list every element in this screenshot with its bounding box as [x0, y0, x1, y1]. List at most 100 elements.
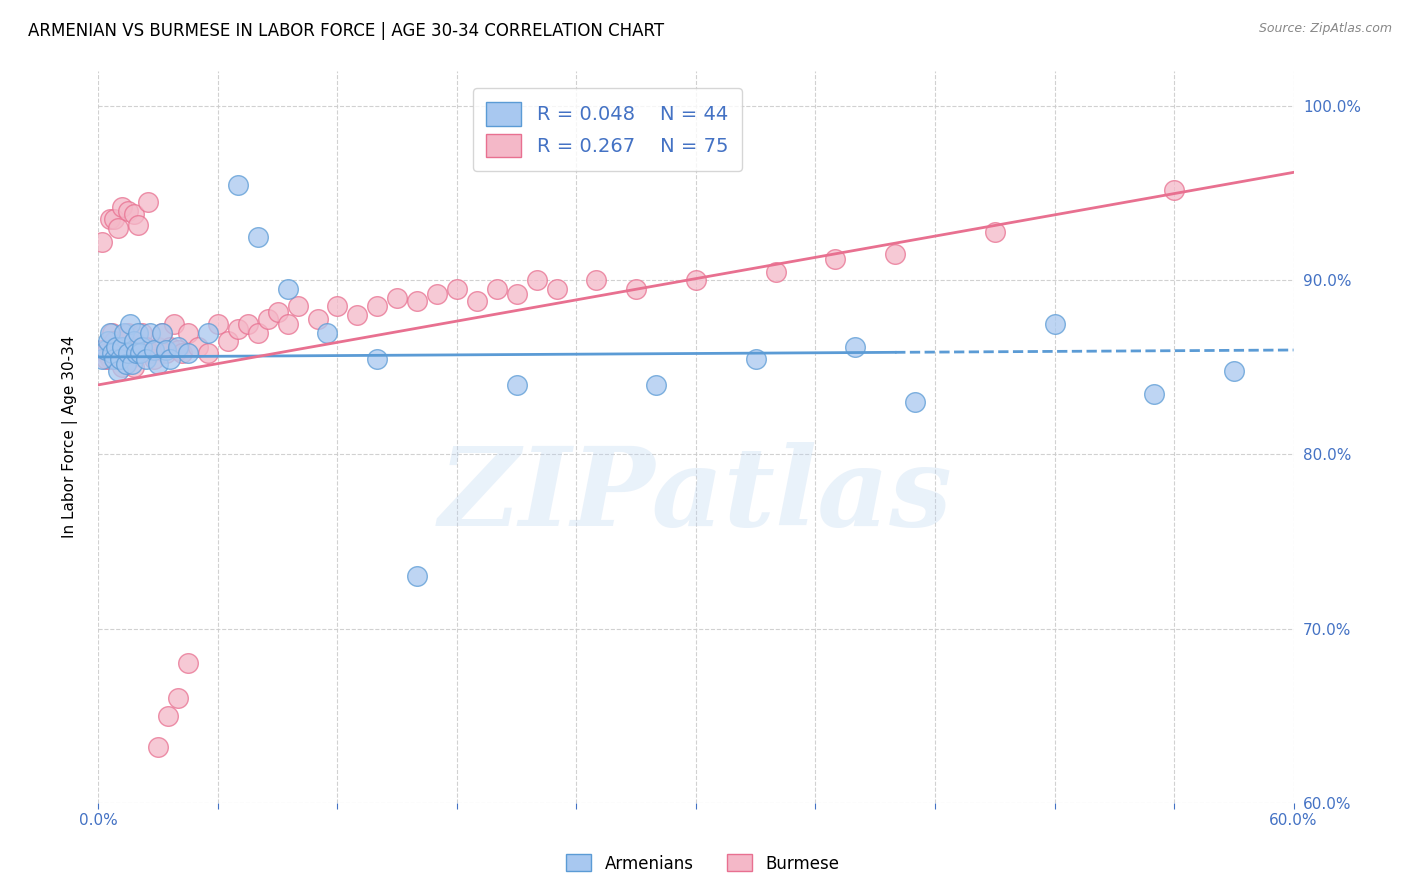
Point — [150, 326, 173, 340]
Point — [326, 300, 349, 314]
Point — [163, 317, 186, 331]
Point — [101, 326, 124, 340]
Point — [904, 395, 927, 409]
Point — [143, 351, 166, 366]
Point — [135, 351, 157, 366]
Point — [385, 291, 409, 305]
Point — [346, 308, 368, 322]
Point — [143, 343, 166, 357]
Point — [159, 351, 181, 366]
Point — [124, 360, 146, 375]
Text: ZIPatlas: ZIPatlas — [439, 442, 953, 549]
Point — [256, 311, 278, 326]
Text: ARMENIAN VS BURMESE IN LABOR FORCE | AGE 30-34 CORRELATION CHART: ARMENIAN VS BURMESE IN LABOR FORCE | AGE… — [28, 22, 664, 40]
Point — [107, 339, 129, 353]
Point — [277, 317, 299, 331]
Point — [117, 346, 139, 360]
Point — [120, 351, 142, 366]
Point — [236, 317, 259, 331]
Point — [844, 339, 866, 353]
Point — [131, 339, 153, 353]
Point — [287, 300, 309, 314]
Point — [246, 326, 269, 340]
Point — [465, 294, 488, 309]
Point — [125, 346, 148, 360]
Point — [1163, 183, 1185, 197]
Point — [117, 326, 139, 340]
Point — [585, 273, 607, 287]
Point — [277, 282, 299, 296]
Point — [148, 740, 170, 755]
Point — [316, 326, 339, 340]
Point — [96, 343, 118, 357]
Point — [135, 339, 157, 353]
Point — [127, 346, 149, 360]
Point — [129, 346, 152, 360]
Point — [1143, 386, 1166, 401]
Point — [426, 287, 449, 301]
Point — [111, 200, 134, 214]
Point — [366, 300, 388, 314]
Point — [167, 343, 190, 357]
Point — [107, 221, 129, 235]
Point — [984, 225, 1007, 239]
Point — [217, 334, 239, 349]
Point — [155, 346, 177, 360]
Point — [127, 326, 149, 340]
Point — [645, 377, 668, 392]
Point — [111, 339, 134, 353]
Point — [103, 351, 125, 366]
Point — [1043, 317, 1066, 331]
Point — [177, 346, 200, 360]
Point — [100, 212, 122, 227]
Point — [96, 351, 118, 366]
Point — [124, 207, 146, 221]
Point — [207, 317, 229, 331]
Point — [139, 346, 162, 360]
Legend: R = 0.048    N = 44, R = 0.267    N = 75: R = 0.048 N = 44, R = 0.267 N = 75 — [472, 88, 742, 171]
Point — [127, 218, 149, 232]
Point — [226, 178, 249, 192]
Point — [197, 326, 219, 340]
Point — [159, 339, 181, 353]
Point — [131, 326, 153, 340]
Point — [765, 265, 787, 279]
Point — [115, 357, 138, 371]
Point — [148, 357, 170, 371]
Point — [884, 247, 907, 261]
Point — [91, 235, 114, 249]
Text: Source: ZipAtlas.com: Source: ZipAtlas.com — [1258, 22, 1392, 36]
Point — [406, 569, 429, 583]
Point — [125, 339, 148, 353]
Point — [121, 346, 143, 360]
Legend: Armenians, Burmese: Armenians, Burmese — [560, 847, 846, 880]
Point — [167, 339, 190, 353]
Point — [103, 212, 125, 227]
Point — [97, 334, 120, 349]
Point — [150, 326, 173, 340]
Point — [197, 346, 219, 360]
Point — [103, 334, 125, 349]
Point — [226, 322, 249, 336]
Point — [107, 364, 129, 378]
Point — [167, 691, 190, 706]
Point — [172, 346, 194, 360]
Point — [115, 339, 138, 353]
Point — [148, 339, 170, 353]
Point — [267, 304, 290, 318]
Point — [136, 194, 159, 209]
Point — [177, 657, 200, 671]
Point — [117, 203, 139, 218]
Point — [91, 343, 114, 357]
Point — [177, 326, 200, 340]
Point — [366, 351, 388, 366]
Point — [685, 273, 707, 287]
Point — [110, 346, 132, 360]
Point — [485, 282, 508, 296]
Point — [105, 351, 128, 366]
Y-axis label: In Labor Force | Age 30-34: In Labor Force | Age 30-34 — [62, 335, 77, 539]
Point — [100, 351, 122, 366]
Point — [110, 351, 132, 366]
Point — [824, 252, 846, 267]
Point — [626, 282, 648, 296]
